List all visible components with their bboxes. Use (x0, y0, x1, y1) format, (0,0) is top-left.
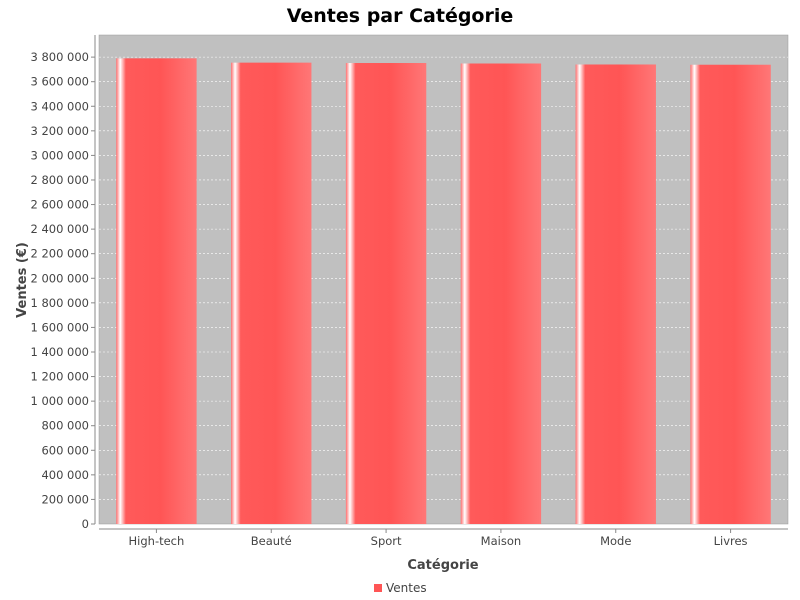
gridlines (99, 56, 788, 500)
y-tick-label: 200 000 (41, 492, 89, 506)
y-tick-label: 3 000 000 (30, 148, 89, 162)
y-tick-label: 3 800 000 (30, 50, 89, 64)
y-tick-label: 1 800 000 (30, 296, 89, 310)
plot-area (98, 34, 789, 525)
bar-maison (460, 63, 542, 525)
x-tick-label: Sport (371, 534, 402, 548)
x-tick-label: Livres (714, 534, 748, 548)
y-axis-label: Ventes (€) (15, 242, 30, 318)
y-tick-label: 1 400 000 (30, 345, 89, 359)
y-tick-label: 3 400 000 (30, 99, 89, 113)
x-tick-label: High-tech (129, 534, 185, 548)
y-axis-ticks: 0 200 000 400 000 600 000 800 000 1 000 000 1 … (30, 50, 95, 531)
bar-beaut- (231, 62, 312, 525)
y-tick-label: 1 200 000 (30, 370, 89, 384)
y-tick-label: 0 (82, 517, 89, 531)
y-tick-label: 2 600 000 (30, 198, 89, 212)
y-tick-label: 1 600 000 (30, 320, 89, 334)
bar-high-tech (116, 58, 197, 525)
x-tick-label: Maison (481, 534, 521, 548)
bar-livres (690, 64, 771, 525)
x-tick-label: Mode (600, 534, 631, 548)
y-tick-label: 2 200 000 (30, 247, 89, 261)
x-tick-label: Beauté (251, 534, 292, 548)
y-tick-label: 2 800 000 (30, 173, 89, 187)
y-tick-label: 2 000 000 (30, 271, 89, 285)
chart-title: Ventes par Catégorie (287, 5, 514, 27)
y-tick-label: 2 400 000 (30, 222, 89, 236)
y-tick-label: 1 000 000 (30, 394, 89, 408)
legend-swatch (374, 584, 382, 592)
x-axis-ticks: High-tech Beauté Sport Maison Mode Livres (129, 529, 748, 548)
bars (116, 58, 771, 525)
y-tick-label: 3 600 000 (30, 75, 89, 89)
bar-mode (575, 64, 656, 525)
legend-label: Ventes (386, 581, 427, 595)
y-tick-label: 3 200 000 (30, 124, 89, 138)
y-tick-label: 800 000 (41, 419, 89, 433)
y-tick-label: 400 000 (41, 468, 89, 482)
y-tick-label: 600 000 (41, 443, 89, 457)
x-axis-label: Catégorie (407, 558, 478, 573)
legend: Ventes (374, 581, 427, 595)
bar-sport (345, 63, 427, 525)
